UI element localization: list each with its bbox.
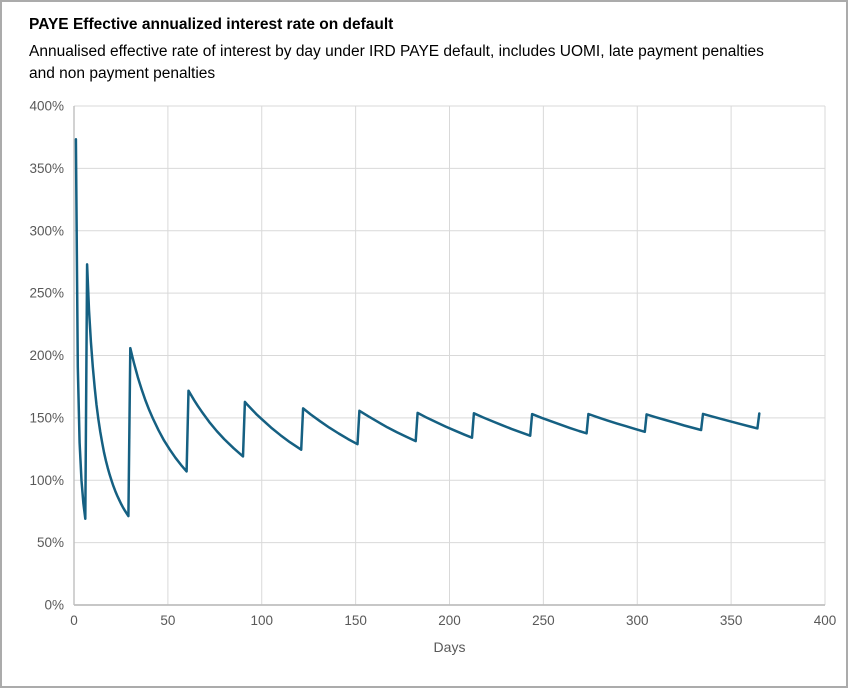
series-line	[74, 137, 761, 520]
y-tick-label: 0%	[44, 598, 64, 613]
x-tick-label: 150	[344, 613, 367, 628]
x-tick-label: 50	[160, 613, 175, 628]
x-tick-label: 400	[814, 613, 837, 628]
y-tick-label: 400%	[29, 99, 64, 114]
chart-subtitle-line-2: and non payment penalties	[29, 65, 216, 82]
chart-title: PAYE Effective annualized interest rate …	[29, 16, 394, 33]
x-tick-label: 200	[438, 613, 461, 628]
y-tick-label: 100%	[29, 473, 64, 488]
x-tick-label: 0	[70, 613, 78, 628]
y-tick-label: 300%	[29, 223, 64, 238]
x-tick-label: 100	[250, 613, 273, 628]
x-tick-label: 300	[626, 613, 649, 628]
y-tick-label: 250%	[29, 286, 64, 301]
y-tick-label: 50%	[37, 535, 64, 550]
x-tick-label: 250	[532, 613, 555, 628]
y-tick-label: 150%	[29, 410, 64, 425]
chart-subtitle-line-1: Annualised effective rate of interest by…	[29, 43, 764, 60]
y-tick-label: 200%	[29, 348, 64, 363]
y-tick-label: 350%	[29, 161, 64, 176]
chart-subtitle: Annualised effective rate of interest by…	[29, 41, 764, 85]
x-tick-label: 350	[720, 613, 743, 628]
x-axis-title: Days	[434, 639, 466, 655]
